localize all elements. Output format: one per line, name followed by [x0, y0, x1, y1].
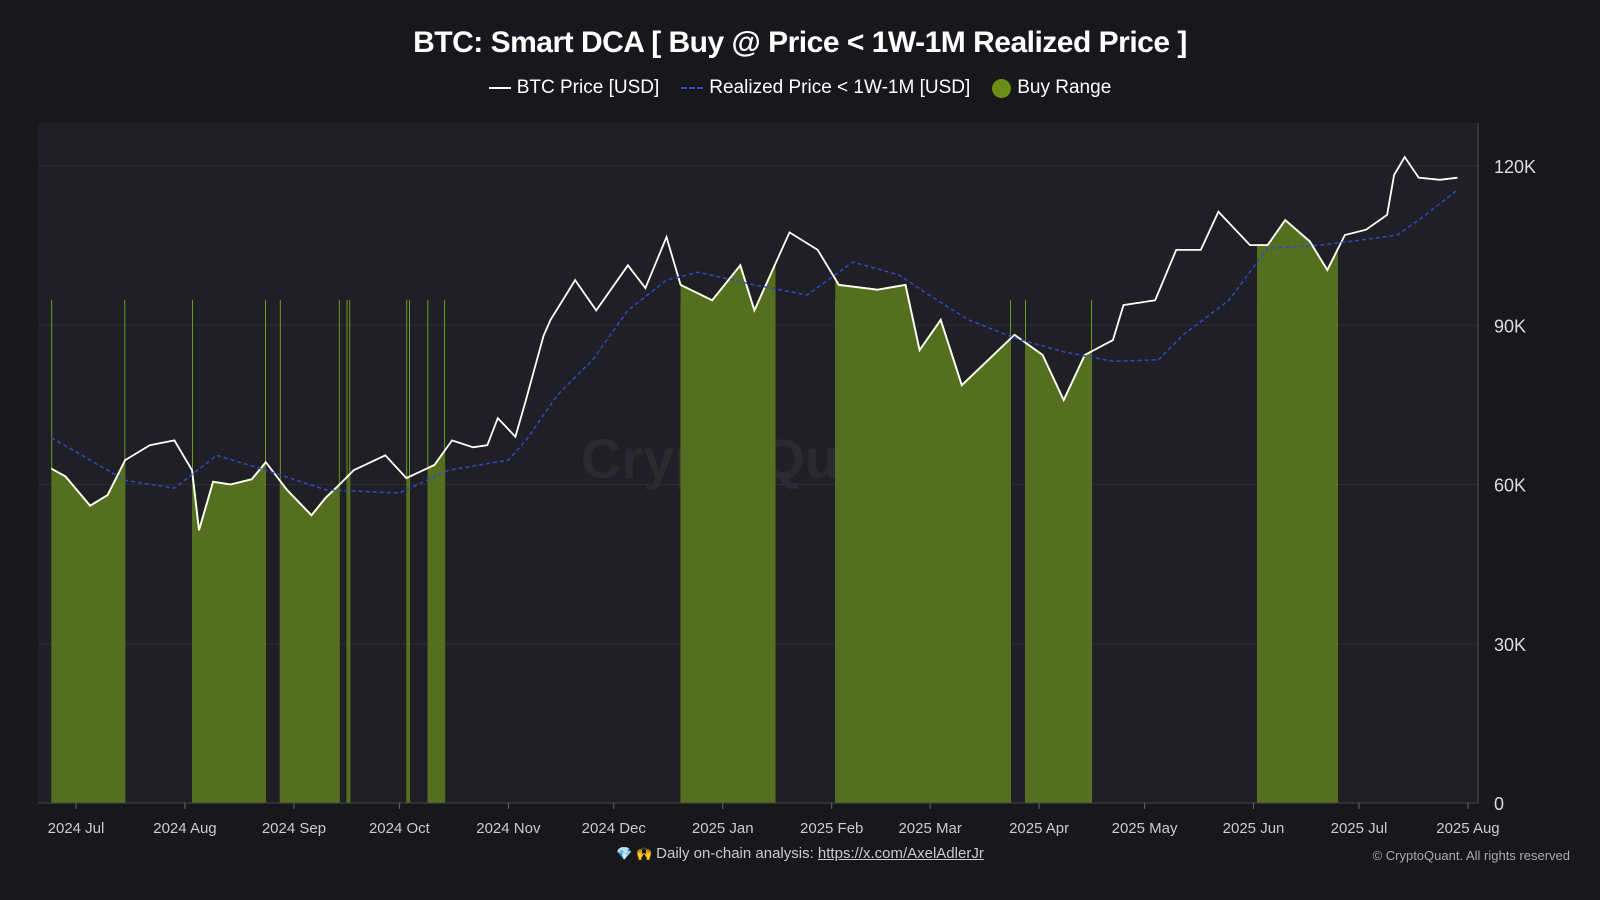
y-tick-label: 30K — [1494, 635, 1526, 655]
y-tick-label: 0 — [1494, 794, 1504, 814]
line-swatch-icon — [488, 87, 511, 89]
x-tick-label: 2024 Aug — [153, 820, 216, 837]
btc-price-line — [50, 155, 1458, 531]
legend-label: Buy Range — [1017, 77, 1112, 98]
legend-label: BTC Price [USD] — [516, 77, 660, 98]
x-tick-label: 2025 Aug — [1436, 820, 1499, 837]
footer-text: Daily on-chain analysis: — [656, 845, 818, 862]
x-tick-label: 2024 Jul — [48, 820, 105, 837]
legend-label: Realized Price < 1W-1M [USD] — [709, 77, 971, 98]
footer: 💎 🙌 Daily on-chain analysis: https://x.co… — [0, 845, 1600, 862]
legend-item-buy-range[interactable]: Buy Range — [992, 77, 1111, 99]
x-tick-label: 2025 Jul — [1331, 820, 1388, 837]
legend-item-price[interactable]: BTC Price [USD] — [488, 77, 660, 99]
x-tick-label: 2024 Sep — [262, 820, 326, 837]
x-tick-label: 2025 Jun — [1223, 820, 1285, 837]
y-tick-label: 120K — [1494, 157, 1536, 177]
legend: BTC Price [USD] Realized Price < 1W-1M [… — [0, 77, 1600, 99]
diamond-hands-icon: 💎 🙌 — [616, 846, 653, 861]
x-tick-label: 2024 Nov — [476, 820, 541, 837]
chart-title: BTC: Smart DCA [ Buy @ Price < 1W-1M Rea… — [413, 26, 1187, 59]
copyright: © CryptoQuant. All rights reserved — [1372, 848, 1570, 863]
y-tick-label: 90K — [1494, 316, 1526, 336]
x-tick-label: 2025 May — [1112, 820, 1178, 837]
x-tick-label: 2024 Oct — [369, 820, 431, 837]
author-link[interactable]: https://x.com/AxelAdlerJr — [817, 845, 984, 862]
dashed-line-swatch-icon — [681, 87, 704, 89]
x-tick-label: 2025 Feb — [800, 820, 863, 837]
x-tick-label: 2025 Jan — [692, 820, 754, 837]
x-tick-label: 2025 Apr — [1009, 820, 1069, 837]
x-tick-label: 2024 Dec — [582, 820, 647, 837]
dot-swatch-icon — [992, 78, 1012, 98]
x-tick-label: 2025 Mar — [898, 820, 961, 837]
legend-item-realized[interactable]: Realized Price < 1W-1M [USD] — [681, 77, 970, 99]
y-tick-label: 60K — [1494, 476, 1526, 496]
